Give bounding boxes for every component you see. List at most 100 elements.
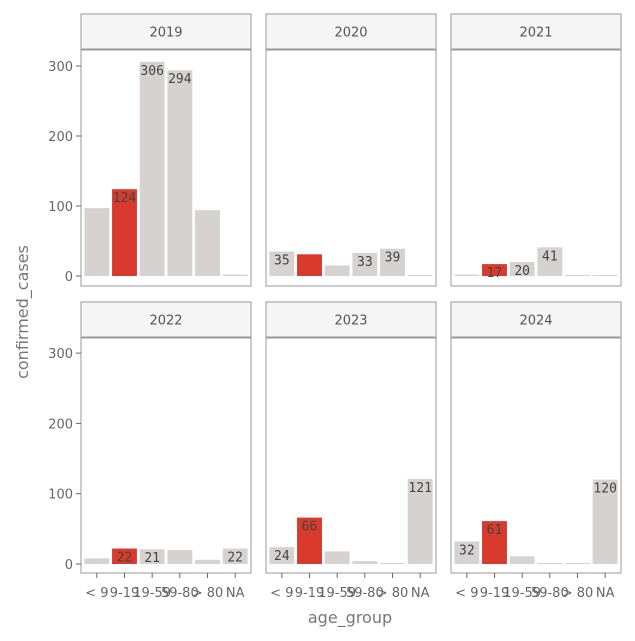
panel-frame bbox=[80, 49, 252, 287]
x-tick-label: NA bbox=[226, 586, 245, 601]
bar-9-19 bbox=[482, 264, 507, 276]
bar-label: 39 bbox=[385, 251, 401, 266]
y-tick-label: 0 bbox=[65, 270, 73, 285]
x-tick-label: NA bbox=[596, 586, 615, 601]
y-tick-label: 300 bbox=[48, 347, 73, 362]
bar-NA bbox=[592, 275, 618, 276]
panel-frame bbox=[265, 337, 437, 574]
bar-19-59 bbox=[509, 556, 535, 564]
panel-title: 2023 bbox=[334, 314, 367, 329]
panel-title: 2024 bbox=[519, 314, 552, 329]
bar-label: 66 bbox=[302, 520, 318, 535]
x-tick-label: > 80 bbox=[377, 586, 409, 601]
panel-frame bbox=[265, 49, 437, 287]
bar-19-59 bbox=[139, 61, 165, 276]
x-tick-label: 9-19 bbox=[480, 586, 510, 601]
panel-frame bbox=[450, 49, 622, 287]
x-tick-label: > 80 bbox=[562, 586, 594, 601]
bar-NA bbox=[222, 274, 248, 276]
bar-label: 17 bbox=[487, 266, 503, 281]
bar-> 80 bbox=[195, 210, 220, 276]
bar-59-80 bbox=[167, 549, 193, 564]
panel-title: 2020 bbox=[334, 26, 367, 41]
panel-title: 2022 bbox=[149, 314, 182, 329]
bar-> 80 bbox=[380, 248, 405, 276]
bar-NA bbox=[592, 479, 618, 564]
bar-label: 294 bbox=[168, 72, 192, 87]
panel-frame bbox=[450, 337, 622, 574]
bar-label: 24 bbox=[274, 549, 290, 564]
bar-NA bbox=[407, 478, 433, 564]
bar-19-59 bbox=[139, 549, 165, 564]
bar-< 9 bbox=[454, 274, 480, 276]
panel-strip bbox=[450, 301, 622, 338]
y-tick-label: 200 bbox=[48, 130, 73, 145]
panel-strip bbox=[265, 301, 437, 338]
bar-label: 41 bbox=[542, 249, 558, 264]
panel-strip bbox=[265, 13, 437, 50]
y-tick-label: 200 bbox=[48, 417, 73, 432]
bar-9-19 bbox=[112, 548, 137, 564]
bar-label: 121 bbox=[408, 481, 431, 496]
bar-< 9 bbox=[84, 558, 110, 564]
x-tick-label: 19-59 bbox=[503, 586, 541, 601]
bar-59-80 bbox=[537, 563, 563, 564]
y-tick-label: 100 bbox=[48, 488, 73, 503]
bar-< 9 bbox=[454, 541, 480, 564]
x-tick-label: 59-80 bbox=[161, 586, 199, 601]
bar-19-59 bbox=[324, 265, 350, 276]
bar-> 80 bbox=[380, 563, 405, 564]
bar-label: 306 bbox=[140, 64, 163, 79]
x-tick-label: 9-19 bbox=[110, 586, 140, 601]
x-tick-label: < 9 bbox=[270, 586, 293, 601]
bar-> 80 bbox=[565, 275, 590, 276]
panel-2020: 2020 35 33 39 bbox=[265, 13, 437, 287]
bar-9-19 bbox=[112, 189, 137, 276]
x-tick-label: 19-59 bbox=[318, 586, 356, 601]
panel-strip bbox=[80, 13, 252, 50]
bar-< 9 bbox=[84, 208, 110, 276]
bar-< 9 bbox=[269, 251, 295, 276]
bar-9-19 bbox=[297, 254, 322, 276]
bar-label: 124 bbox=[113, 191, 137, 206]
bar-59-80 bbox=[537, 247, 563, 276]
panel-2019: 2019 124 306 294 0 100 200 300 bbox=[48, 13, 252, 287]
bar-label: 20 bbox=[514, 264, 530, 279]
bar-label: 21 bbox=[144, 551, 160, 566]
bar-59-80 bbox=[352, 252, 378, 276]
x-axis-title: age_group bbox=[308, 608, 392, 628]
panel-title: 2019 bbox=[149, 26, 182, 41]
x-tick-label: < 9 bbox=[85, 586, 108, 601]
panel-title: 2021 bbox=[519, 26, 552, 41]
y-tick-label: 300 bbox=[48, 60, 73, 75]
bar-label: 33 bbox=[357, 255, 373, 270]
bar-label: 22 bbox=[227, 551, 243, 566]
bar-9-19 bbox=[297, 517, 322, 564]
panel-2021: 2021 17 20 41 bbox=[450, 13, 622, 287]
bar-NA bbox=[407, 275, 433, 276]
panel-strip bbox=[80, 301, 252, 338]
x-tick-label: < 9 bbox=[455, 586, 478, 601]
bar-> 80 bbox=[565, 563, 590, 564]
y-tick-label: 0 bbox=[65, 558, 73, 573]
bar-> 80 bbox=[195, 559, 220, 564]
bar-19-59 bbox=[509, 262, 535, 276]
x-tick-label: 59-80 bbox=[531, 586, 569, 601]
x-tick-label: 9-19 bbox=[295, 586, 325, 601]
x-tick-label: 19-59 bbox=[133, 586, 171, 601]
bar-label: 32 bbox=[459, 544, 475, 559]
bar-9-19 bbox=[482, 521, 507, 564]
y-tick-label: 100 bbox=[48, 200, 73, 215]
x-tick-label: > 80 bbox=[192, 586, 224, 601]
bar-59-80 bbox=[352, 561, 378, 564]
bar-label: 22 bbox=[117, 551, 133, 566]
bar-< 9 bbox=[269, 547, 295, 564]
bar-NA bbox=[222, 548, 248, 564]
bar-label: 61 bbox=[487, 523, 503, 538]
panel-strip bbox=[450, 13, 622, 50]
bar-label: 120 bbox=[593, 482, 616, 497]
